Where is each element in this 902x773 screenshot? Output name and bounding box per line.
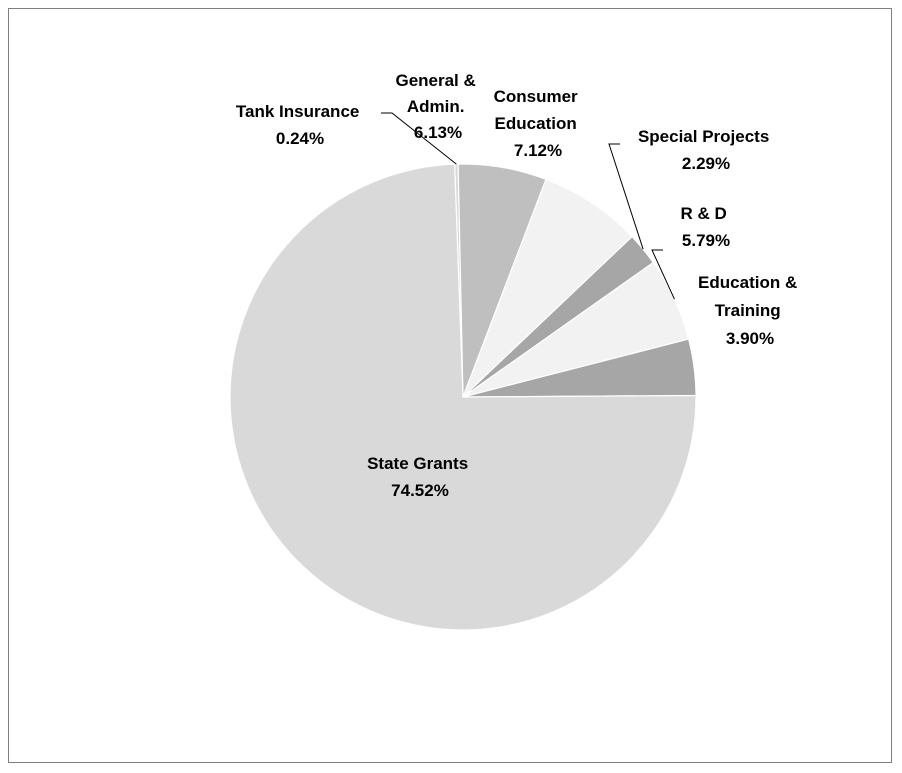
label-special-projects-value: 2.29% (682, 154, 730, 173)
slice-state-grants (229, 163, 697, 631)
label-state-grants-name: State Grants (367, 454, 468, 473)
leader-tank-insurance (381, 112, 457, 165)
label-tank-insurance-value: 0.24% (276, 129, 324, 148)
label-r-and-d-value: 5.79% (682, 231, 730, 250)
label-tank-insurance-name: Tank Insurance (236, 102, 359, 121)
label-consumer-education-value: 7.12% (514, 141, 562, 160)
pie-slices (229, 163, 697, 631)
label-r-and-d-name: R & D (680, 204, 726, 223)
label-education-training-name-2: Training (715, 301, 781, 320)
label-consumer-education-name-2: Education (495, 114, 577, 133)
label-special-projects: Special Projects 2.29% (638, 127, 774, 173)
label-state-grants-value: 74.52% (391, 481, 449, 500)
label-special-projects-name: Special Projects (638, 127, 769, 146)
leader-r-d (651, 249, 675, 300)
label-state-grants: State Grants 74.52% (367, 454, 473, 500)
label-consumer-education-name-1: Consumer (494, 87, 578, 106)
leader-special-projects (608, 143, 644, 250)
label-general-admin-value: 6.13% (414, 123, 462, 142)
label-r-and-d: R & D 5.79% (680, 204, 731, 250)
label-general-admin-name-2: Admin. (407, 97, 465, 116)
label-general-admin-name-1: General & (395, 71, 475, 90)
label-education-training-name-1: Education & (698, 273, 797, 292)
label-general-admin: General & Admin. 6.13% (395, 71, 480, 142)
label-education-training-value: 3.90% (726, 329, 774, 348)
label-consumer-education: Consumer Education 7.12% (494, 87, 583, 160)
label-tank-insurance: Tank Insurance 0.24% (236, 102, 364, 148)
leader-lines (381, 112, 675, 300)
slice-labels: Tank Insurance 0.24% General & Admin. 6.… (236, 71, 802, 500)
label-education-training: Education & Training 3.90% (698, 273, 802, 348)
slice-consumer-education (462, 178, 633, 398)
